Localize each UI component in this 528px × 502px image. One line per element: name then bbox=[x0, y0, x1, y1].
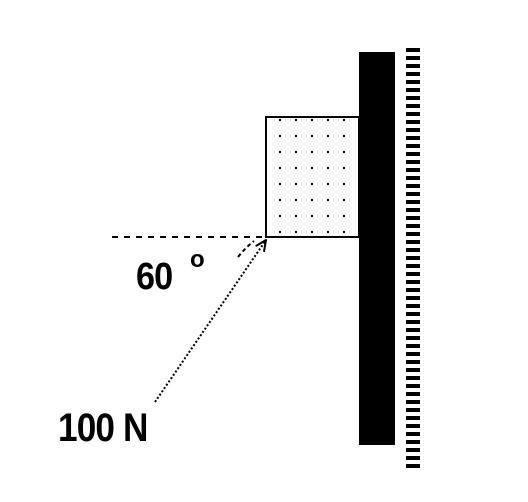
hatch-mark bbox=[406, 88, 420, 92]
hatch-mark bbox=[406, 408, 420, 412]
hatch-mark bbox=[406, 312, 420, 316]
hatch-mark bbox=[406, 240, 420, 244]
hatch-mark bbox=[406, 160, 420, 164]
hatch-mark bbox=[406, 304, 420, 308]
hatch-mark bbox=[406, 296, 420, 300]
hatch-mark bbox=[406, 200, 420, 204]
hatch-mark bbox=[406, 400, 420, 404]
hatch-mark bbox=[406, 448, 420, 452]
wall bbox=[359, 52, 395, 445]
hatch-mark bbox=[406, 352, 420, 356]
force-label: 100 N bbox=[58, 406, 148, 450]
hatch-mark bbox=[406, 336, 420, 340]
hatch-mark bbox=[406, 376, 420, 380]
hatch-mark bbox=[406, 112, 420, 116]
hatch-mark bbox=[406, 432, 420, 436]
hatch-mark bbox=[406, 184, 420, 188]
hatch-mark bbox=[406, 128, 420, 132]
hatch-mark bbox=[406, 384, 420, 388]
hatch-mark bbox=[406, 144, 420, 148]
hatch-mark bbox=[406, 264, 420, 268]
hatch-mark bbox=[406, 344, 420, 348]
angle-label: 60 bbox=[136, 256, 173, 298]
block bbox=[265, 116, 360, 238]
hatch-mark bbox=[406, 120, 420, 124]
angle-arc bbox=[237, 240, 255, 258]
hatch-mark bbox=[406, 424, 420, 428]
hatch-mark bbox=[406, 96, 420, 100]
hatch-mark bbox=[406, 248, 420, 252]
force-arrow bbox=[154, 240, 266, 403]
hatch-mark bbox=[406, 320, 420, 324]
hatch-mark bbox=[406, 64, 420, 68]
hatch-mark bbox=[406, 256, 420, 260]
hatch-mark bbox=[406, 152, 420, 156]
hatch-mark bbox=[406, 368, 420, 372]
hatch-mark bbox=[406, 416, 420, 420]
hatch-mark bbox=[406, 328, 420, 332]
hatch-mark bbox=[406, 56, 420, 60]
hatch-mark bbox=[406, 440, 420, 444]
hatch-mark bbox=[406, 80, 420, 84]
hatch-mark bbox=[406, 208, 420, 212]
hatch-mark bbox=[406, 216, 420, 220]
hatch-mark bbox=[406, 272, 420, 276]
hatch-mark bbox=[406, 136, 420, 140]
degree-symbol: o bbox=[190, 246, 205, 273]
hatch-mark bbox=[406, 360, 420, 364]
wall-hatching bbox=[406, 48, 420, 468]
hatch-mark bbox=[406, 192, 420, 196]
hatch-mark bbox=[406, 104, 420, 108]
hatch-mark bbox=[406, 464, 420, 468]
hatch-mark bbox=[406, 456, 420, 460]
hatch-mark bbox=[406, 392, 420, 396]
hatch-mark bbox=[406, 176, 420, 180]
hatch-mark bbox=[406, 48, 420, 52]
hatch-mark bbox=[406, 72, 420, 76]
hatch-mark bbox=[406, 280, 420, 284]
hatch-mark bbox=[406, 224, 420, 228]
hatch-mark bbox=[406, 288, 420, 292]
hatch-mark bbox=[406, 168, 420, 172]
hatch-mark bbox=[406, 232, 420, 236]
